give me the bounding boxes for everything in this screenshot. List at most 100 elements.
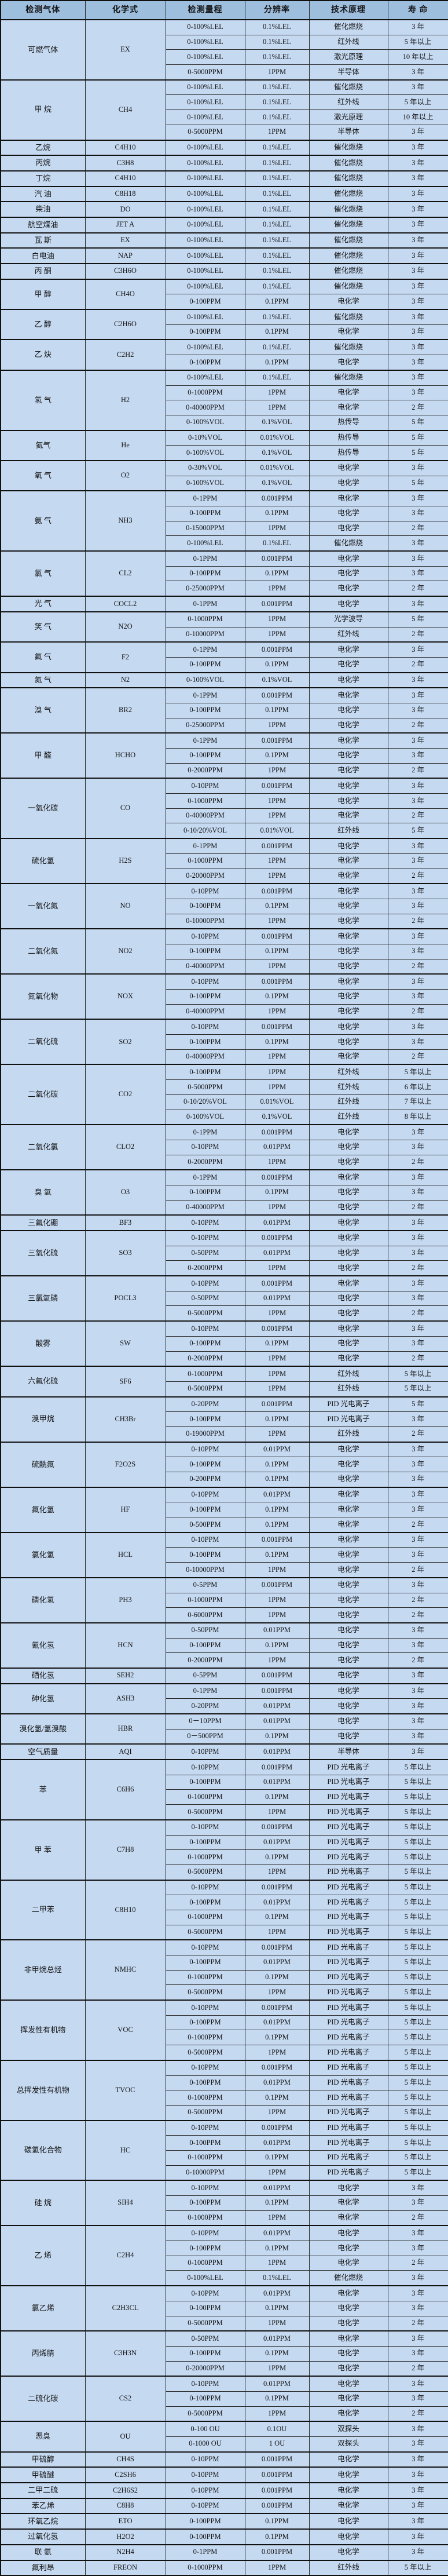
detection-range-cell: 0-19000PPM [165,1426,245,1443]
table-row: 0-100PPM 0.01PPM PID 光电离子 5 年以上 [1,2135,448,2151]
principle-cell: PID 光电离子 [309,2045,388,2061]
detection-range-cell: 0-100PPM [165,898,245,914]
principle-cell: 电化学 [309,793,388,809]
detection-range-cell: 0-200PPM [165,1471,245,1488]
resolution-cell: 1PPM [244,1592,310,1608]
resolution-cell: 0.1PPM [244,1034,310,1050]
gas-name-cell: 挥发性有机物 [0,1999,86,2061]
principle-cell: 双探头 [309,2421,388,2438]
gas-name-cell: 二氧化碳 [0,1064,86,1125]
principle-cell: 电化学 [309,2180,388,2196]
gas-name-cell: 一氧化碳 [0,778,86,839]
principle-cell: 电化学 [309,2391,388,2407]
principle-cell: PID 光电离子 [309,1924,388,1940]
lifespan-cell: 2 年 [387,1305,448,1322]
chemical-formula-cell: CS2 [85,2376,166,2422]
resolution-cell: 0.1%LEL [244,19,310,35]
gas-name-cell: 苯乙烯 [0,2497,86,2514]
lifespan-cell: 3 年 [387,1275,448,1291]
detection-range-cell: 0-1PPM [165,1169,245,1185]
resolution-cell: 0.01PPM [244,2180,310,2196]
resolution-cell: 0.1%LEL [244,155,310,172]
table-row: 甲 醛 HCHO 0-1PPM 0.001PPM 电化学 3 年 [0,732,448,779]
detection-range-cell: 0-1000PPM [165,2090,245,2106]
resolution-cell: 0.001PPM [244,2059,310,2076]
lifespan-cell: 2 年 [387,1652,448,1669]
detection-range-cell: 0-100PPM [165,1502,245,1518]
resolution-cell: 0.1%VOL [244,445,310,461]
resolution-cell: 0.01PPM [244,2285,310,2301]
resolution-cell: 0.1%VOL [244,414,310,431]
principle-cell: 电化学 [309,2330,388,2347]
detection-range-cell: 0-40000PPM [165,808,245,824]
table-row: 0-100PPM 0.1PPM 电化学 3 年 [1,943,448,959]
resolution-cell: 0.1PPM [244,2391,310,2407]
principle-cell: 电化学 [309,1290,388,1307]
gas-name-cell: 瓦 斯 [0,232,86,249]
gas-name-cell: 汽 油 [0,185,86,202]
chemical-formula-cell: BF3 [85,1214,166,1231]
principle-cell: 电化学 [309,1713,388,1730]
table-row: 氢 气 H2 0-100%LEL 0.1%LEL 催化燃烧 3 年 [0,369,448,431]
table-row: 氟利昂 FREON 0-1000PPM 1PPM 红外线 5 年以上 [0,2559,448,2576]
table-row: 一氧化碳 CO 0-10PPM 0.001PPM 电化学 3 年 [0,778,448,839]
detection-range-cell: 0-100PPM [165,1637,245,1654]
detection-range-cell: 0-100PPM [165,2300,245,2316]
gas-name-cell: 硫酰氟 [0,1441,86,1488]
detection-range-cell: 0-5000PPM [165,124,245,141]
table-row: 0-100%VOL 0.1%VOL 热传导 5 年 [1,445,448,461]
gas-name-cell: 二氧化氯 [0,1124,86,1170]
resolution-cell: 0.1PPM [244,355,310,371]
resolution-cell: 0.001PPM [244,883,310,899]
detection-range-cell: 0-100%LEL [165,139,245,156]
detection-range-cell: 0-100PPM [165,1547,245,1563]
principle-cell: PID 光电离子 [309,1999,388,2016]
detection-range-cell: 0-100PPM [165,355,245,371]
principle-cell: 催化燃烧 [309,278,388,295]
resolution-cell: 0.01PPM [244,2015,310,2031]
principle-cell: 红外线 [309,1381,388,1398]
gas-name-cell: 硅 烷 [0,2180,86,2226]
lifespan-cell: 3 年 [387,1471,448,1488]
resolution-cell: 0.001PPM [244,490,310,507]
table-row: 0-40000PPM 1PPM 电化学 2 年 [1,1004,448,1020]
header-row: 检测气体 化学式 检测量程 分辨率 技术原理 寿 命 [0,0,448,20]
chemical-formula-cell: TVOC [85,2059,166,2121]
chemical-formula-cell: C8H8 [85,2497,166,2514]
resolution-cell: 0.001PPM [244,2451,310,2468]
resolution-cell: 0.1PPM [244,565,310,582]
resolution-cell: 1PPM [244,1351,310,1367]
table-row: 0-25000PPM 1PPM 电化学 2 年 [1,581,448,597]
detection-range-cell: 0-10PPM [165,1486,245,1503]
gas-name-cell: 氮氧化物 [0,973,86,1020]
lifespan-cell: 3 年 [387,1713,448,1730]
principle-cell: 电化学 [309,2497,388,2514]
chemical-formula-cell: H2O2 [85,2528,166,2545]
column-header-formula: 化学式 [85,0,166,20]
detection-range-cell: 0-100PPM [165,656,245,673]
table-row: 0-100PPM 0.1PPM PID 光电离子 3 年 [1,1411,448,1427]
table-row: 柴油 DO 0-100%LEL 0.1%LEL 催化燃烧 3 年 [0,201,448,218]
lifespan-cell: 3 年 [387,170,448,187]
chemical-formula-cell: HCL [85,1531,166,1578]
principle-cell: 电化学 [309,2466,388,2483]
detection-range-cell: 0-1PPM [165,2544,245,2560]
resolution-cell: 0.001PPM [244,687,310,703]
principle-cell: PID 光电离子 [309,1955,388,1971]
lifespan-cell: 3 年 [387,2497,448,2514]
lifespan-cell: 2 年 [387,1592,448,1608]
principle-cell: 电化学 [309,1531,388,1548]
lifespan-cell: 3 年 [387,232,448,249]
table-row: 0-200PPM 0.1PPM 电化学 3 年 [1,1471,448,1488]
principle-cell: PID 光电离子 [309,1804,388,1820]
table-row: 白电油 NAP 0-100%LEL 0.1%LEL 催化燃烧 3 年 [0,247,448,264]
resolution-cell: 0.001PPM [244,1683,310,1699]
chemical-formula-cell: NO [85,883,166,929]
principle-cell: 电化学 [309,1154,388,1170]
lifespan-cell: 3 年 [387,1547,448,1563]
chemical-formula-cell: CH3Br [85,1396,166,1443]
table-row: 恶臭 OU 0-100 OU 0.1OU 双探头 3 年 [0,2421,448,2453]
resolution-cell: 1PPM [244,2210,310,2226]
gas-name-cell: 苯 [0,1759,86,1820]
